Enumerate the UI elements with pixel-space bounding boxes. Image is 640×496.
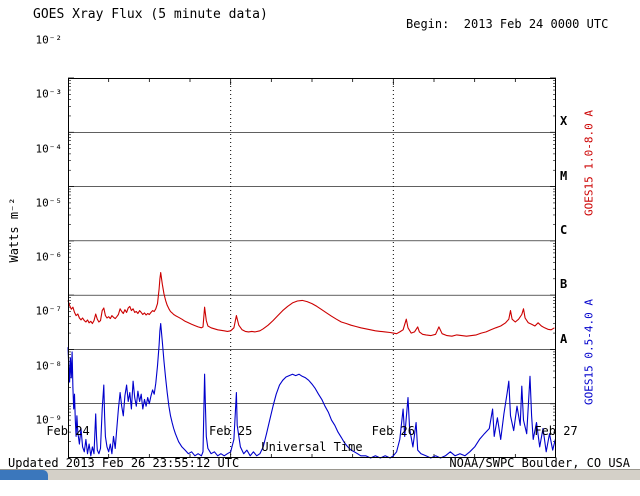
- series-label-long-channel: GOES15 1.0-8.0 A: [582, 110, 596, 216]
- x-tick-label: Feb 27: [534, 424, 578, 438]
- plot-area: [67, 40, 556, 459]
- y-tick-label: 10⁻³: [35, 87, 63, 101]
- source-attribution: NOAA/SWPC Boulder, CO USA: [449, 456, 630, 470]
- x-tick-label: Feb 26: [371, 424, 416, 438]
- flare-class-label-B: B: [560, 277, 568, 292]
- flare-class-label-M: M: [560, 168, 568, 183]
- y-tick-label: 10⁻⁸: [35, 359, 63, 373]
- x-tick-label: Feb 24: [46, 424, 90, 438]
- x-tick-label: Feb 25: [208, 424, 253, 438]
- begin-time-label: Begin: 2013 Feb 24 0000 UTC: [406, 17, 609, 31]
- y-tick-label: 10⁻⁹: [35, 413, 63, 427]
- goes-xray-page: GOES Xray Flux (5 minute data) Begin: 20…: [0, 7, 640, 480]
- chart-title: GOES Xray Flux (5 minute data): [33, 7, 268, 22]
- y-tick-label: 10⁻⁵: [35, 196, 63, 210]
- x-axis-title: Universal Time: [261, 440, 363, 454]
- y-tick-label: 10⁻⁶: [35, 250, 63, 264]
- plot-svg: [67, 77, 556, 459]
- flare-class-label-C: C: [560, 223, 568, 237]
- taskbar: [0, 469, 640, 480]
- flare-class-label-X: X: [560, 114, 568, 129]
- y-tick-label: 10⁻⁴: [35, 142, 63, 156]
- y-tick-label: 10⁻⁷: [35, 304, 63, 318]
- start-button-fragment[interactable]: [0, 470, 48, 480]
- series-label-short-channel: GOES15 0.5-4.0 A: [582, 299, 596, 405]
- y-tick-label: 10⁻²: [35, 33, 63, 47]
- updated-timestamp: Updated 2013 Feb 26 23:55:12 UTC: [8, 456, 240, 470]
- flare-class-label-A: A: [560, 331, 568, 346]
